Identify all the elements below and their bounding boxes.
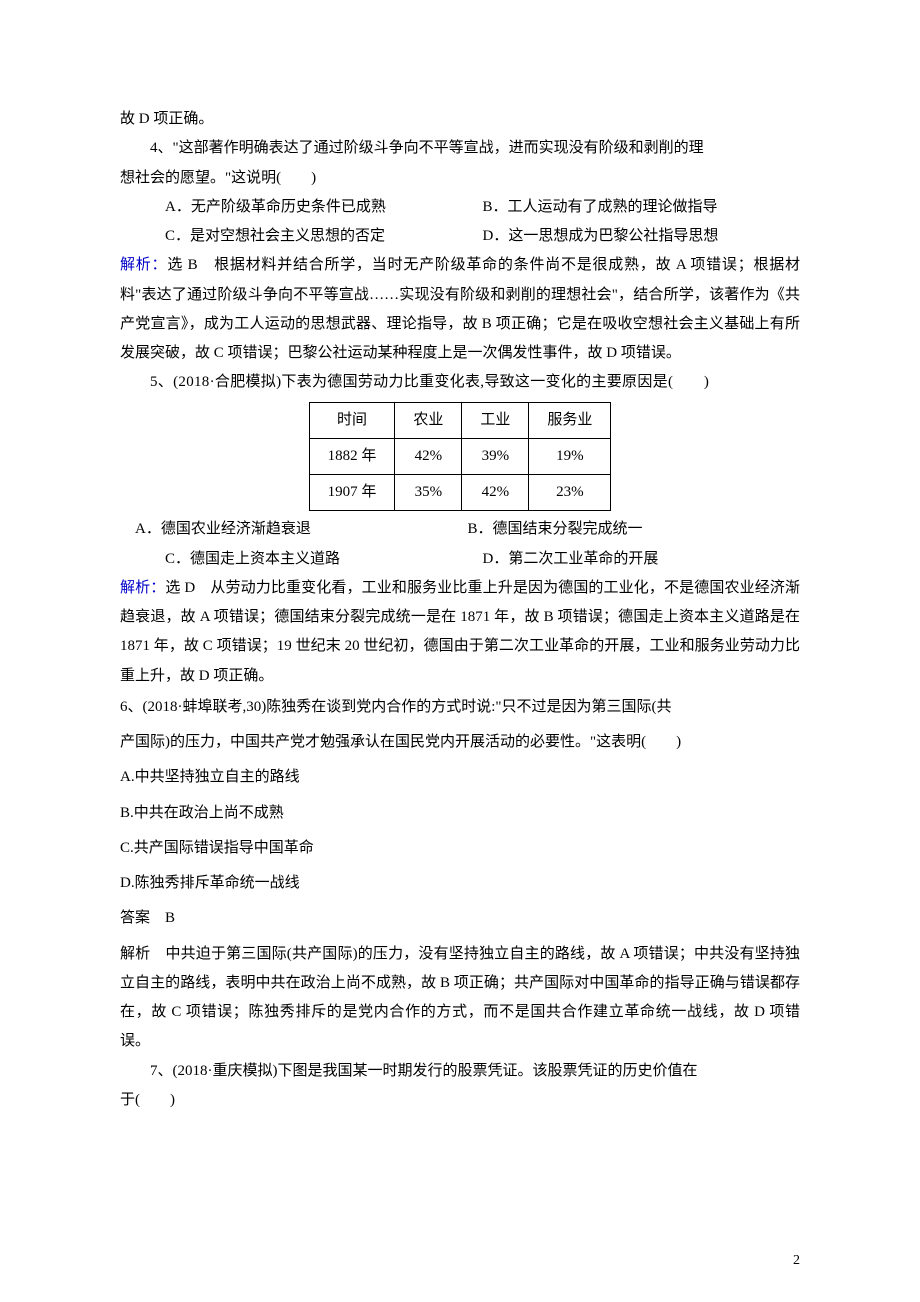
- q4-stem-a: 4、"这部著作明确表达了通过阶级斗争向不平等宣战，进而实现没有阶级和剥削的理: [120, 134, 800, 163]
- q4-opt-c: C．是对空想社会主义思想的否定: [165, 222, 483, 251]
- page: 故 D 项正确。 4、"这部著作明确表达了通过阶级斗争向不平等宣战，进而实现没有…: [0, 0, 920, 1302]
- q4-solution: 解析：选 B 根据材料并结合所学，当时无产阶级革命的条件尚不是很成熟，故 A 项…: [120, 251, 800, 368]
- tail-prev: 故 D 项正确。: [120, 105, 800, 134]
- q4-stem-b: 想社会的愿望。"这说明( ): [120, 164, 800, 193]
- q4-opt-a: A．无产阶级革命历史条件已成熟: [165, 193, 483, 222]
- q5-td-13: 23%: [529, 475, 611, 511]
- q4-opts-row1: A．无产阶级革命历史条件已成熟 B．工人运动有了成熟的理论做指导: [120, 193, 800, 222]
- q6-opt-d: D.陈独秀排斥革命统一战线: [120, 869, 800, 898]
- q5-opt-a: A．德国农业经济渐趋衰退: [135, 515, 468, 544]
- q5-stem: 5、(2018·合肥模拟)下表为德国劳动力比重变化表,导致这一变化的主要原因是(…: [120, 368, 800, 397]
- q5-table: 时间 农业 工业 服务业 1882 年 42% 39% 19% 1907 年 3…: [309, 402, 612, 512]
- q5-sol-label: 解析：: [120, 580, 165, 596]
- q5-th-0: 时间: [309, 402, 395, 438]
- q4-opts-row2: C．是对空想社会主义思想的否定 D．这一思想成为巴黎公社指导思想: [120, 222, 800, 251]
- q6-opt-c: C.共产国际错误指导中国革命: [120, 834, 800, 863]
- q5-opt-b: B．德国结束分裂完成统一: [468, 515, 801, 544]
- q7-stem-a: 7、(2018·重庆模拟)下图是我国某一时期发行的股票凭证。该股票凭证的历史价值…: [120, 1057, 800, 1086]
- q7-stem-b: 于( ): [120, 1086, 800, 1115]
- q5-opts-row1: A．德国农业经济渐趋衰退 B．德国结束分裂完成统一: [120, 515, 800, 544]
- page-number: 2: [793, 1247, 800, 1274]
- q4-opt-d: D．这一思想成为巴黎公社指导思想: [483, 222, 801, 251]
- q6-solution: 解析 中共迫于第三国际(共产国际)的压力，没有坚持独立自主的路线，故 A 项错误…: [120, 940, 800, 1057]
- q6-opt-b: B.中共在政治上尚不成熟: [120, 799, 800, 828]
- q5-opts-row2: C．德国走上资本主义道路 D．第二次工业革命的开展: [120, 545, 800, 574]
- q6-stem-b: 产国际)的压力，中国共产党才勉强承认在国民党内开展活动的必要性。"这表明( ): [120, 728, 800, 757]
- q4-sol-text: 选 B 根据材料并结合所学，当时无产阶级革命的条件尚不是很成熟，故 A 项错误；…: [120, 257, 800, 361]
- q5-td-01: 42%: [395, 438, 462, 474]
- q5-td-10: 1907 年: [309, 475, 395, 511]
- q4-opt-b: B．工人运动有了成熟的理论做指导: [483, 193, 801, 222]
- q5-th-2: 工业: [462, 402, 529, 438]
- q5-opt-c: C．德国走上资本主义道路: [165, 545, 483, 574]
- q5-table-header-row: 时间 农业 工业 服务业: [309, 402, 611, 438]
- q6-stem-a: 6、(2018·蚌埠联考,30)陈独秀在谈到党内合作的方式时说:"只不过是因为第…: [120, 693, 800, 722]
- q5-solution: 解析：选 D 从劳动力比重变化看，工业和服务业比重上升是因为德国的工业化，不是德…: [120, 574, 800, 691]
- q5-td-02: 39%: [462, 438, 529, 474]
- q5-td-11: 35%: [395, 475, 462, 511]
- q5-table-row-0: 1882 年 42% 39% 19%: [309, 438, 611, 474]
- q5-th-1: 农业: [395, 402, 462, 438]
- q5-td-03: 19%: [529, 438, 611, 474]
- q4-sol-label: 解析：: [120, 257, 167, 273]
- q5-th-3: 服务业: [529, 402, 611, 438]
- q6-opt-a: A.中共坚持独立自主的路线: [120, 763, 800, 792]
- q5-opt-d: D．第二次工业革命的开展: [483, 545, 801, 574]
- q5-table-row-1: 1907 年 35% 42% 23%: [309, 475, 611, 511]
- q5-sol-text: 选 D 从劳动力比重变化看，工业和服务业比重上升是因为德国的工业化，不是德国农业…: [120, 580, 800, 684]
- q6-answer: 答案 B: [120, 904, 800, 933]
- q5-td-12: 42%: [462, 475, 529, 511]
- q5-td-00: 1882 年: [309, 438, 395, 474]
